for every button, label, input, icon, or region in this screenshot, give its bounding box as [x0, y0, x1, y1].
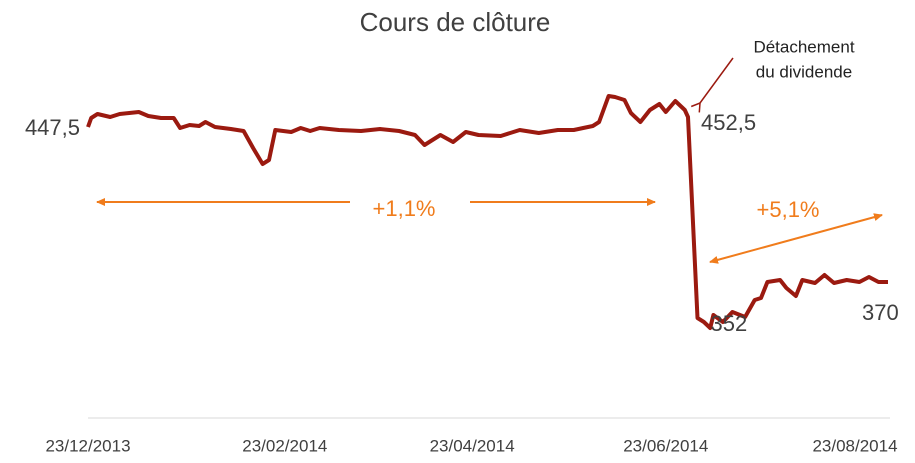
x-tick-label: 23/02/2014	[242, 436, 327, 455]
annotation: +5,1%	[757, 197, 820, 222]
data-label: 447,5	[25, 115, 80, 140]
x-tick-label: 23/06/2014	[623, 436, 708, 455]
annotation: du dividende	[756, 62, 852, 81]
data-label: 370	[862, 300, 899, 325]
data-label: 352	[711, 311, 748, 336]
annotation: Détachement	[753, 37, 854, 56]
x-tick-label: 23/04/2014	[430, 436, 515, 455]
arrow	[709, 213, 883, 264]
annotation: +1,1%	[373, 196, 436, 221]
x-tick-label: 23/12/2013	[45, 436, 130, 455]
data-label: 452,5	[701, 110, 756, 135]
price-line	[86, 94, 888, 330]
arrow	[690, 57, 734, 113]
chart-title: Cours de clôture	[360, 7, 551, 37]
x-tick-label: 23/08/2014	[812, 436, 897, 455]
